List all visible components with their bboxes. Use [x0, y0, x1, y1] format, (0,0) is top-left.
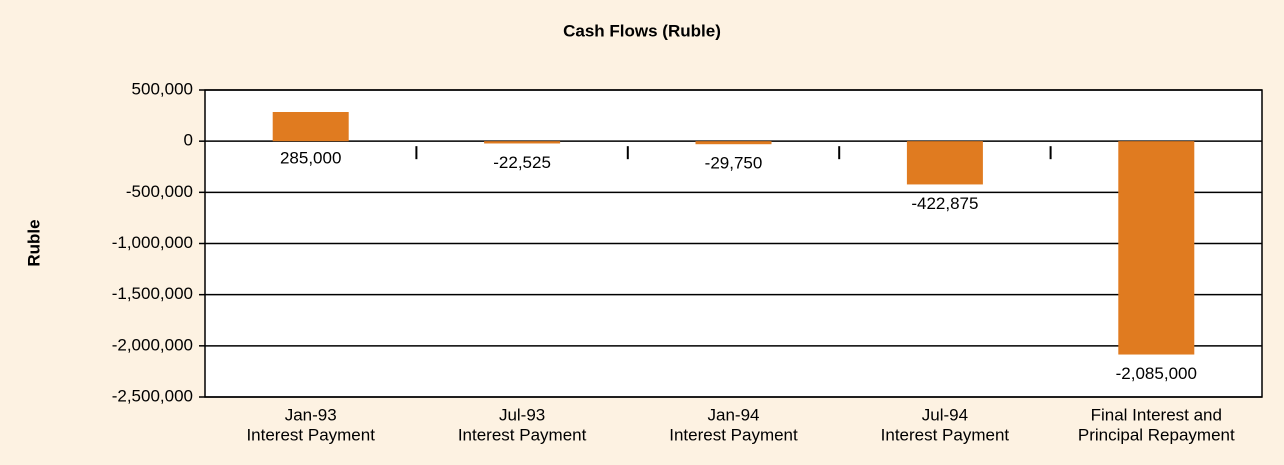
x-tick-label: Interest Payment — [669, 425, 798, 444]
y-tick-label: -2,500,000 — [112, 386, 193, 405]
y-tick-label: 0 — [184, 131, 193, 150]
bar — [906, 141, 983, 185]
x-tick-label: Jan-94 — [708, 405, 760, 424]
bar — [695, 141, 772, 145]
data-label: -422,875 — [911, 194, 978, 213]
x-tick-label: Interest Payment — [246, 425, 375, 444]
chart-title: Cash Flows (Ruble) — [563, 21, 721, 40]
x-tick-label: Principal Repayment — [1078, 425, 1235, 444]
bar — [1118, 141, 1195, 355]
y-tick-label: 500,000 — [132, 79, 193, 98]
x-tick-label: Jul-93 — [499, 405, 545, 424]
data-label: -2,085,000 — [1116, 364, 1197, 383]
y-tick-label: -2,000,000 — [112, 335, 193, 354]
y-tick-label: -500,000 — [126, 182, 193, 201]
x-tick-label: Jul-94 — [922, 405, 968, 424]
bar — [484, 141, 561, 144]
y-axis-label: Ruble — [24, 219, 43, 266]
data-label: -29,750 — [705, 154, 763, 173]
y-tick-label: -1,000,000 — [112, 233, 193, 252]
bar — [272, 112, 349, 142]
x-tick-label: Interest Payment — [881, 425, 1010, 444]
x-tick-label: Jan-93 — [285, 405, 337, 424]
x-tick-label: Final Interest and — [1091, 405, 1222, 424]
y-tick-label: -1,500,000 — [112, 284, 193, 303]
x-tick-label: Interest Payment — [458, 425, 587, 444]
data-label: -22,525 — [493, 153, 551, 172]
data-label: 285,000 — [280, 149, 341, 168]
